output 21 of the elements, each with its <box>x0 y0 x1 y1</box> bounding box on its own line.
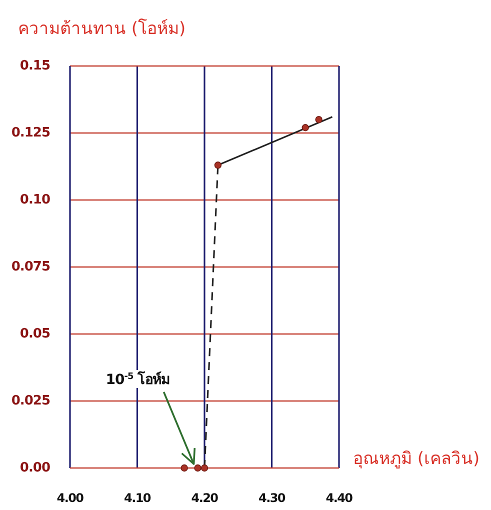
point <box>200 464 208 472</box>
point <box>214 162 222 169</box>
point <box>315 116 322 124</box>
x-tick-label: 4.10 <box>124 491 151 505</box>
x-tick-label: 4.40 <box>326 491 353 505</box>
y-tick-label: 0.05 <box>20 326 50 342</box>
x-tick-label: 4.20 <box>191 491 218 505</box>
y-tick-label: 0.075 <box>11 260 50 274</box>
x-axis-title: อุณหภูมิ (เคลวิน) <box>353 449 480 469</box>
x-tick-label: 4.30 <box>258 491 286 505</box>
y-tick-label: 0.125 <box>11 126 50 140</box>
point <box>180 464 188 472</box>
y-tick-label: 0.10 <box>20 192 50 208</box>
point <box>302 124 309 132</box>
annotation: 10$^{-5}$ โอห์ม <box>106 370 170 388</box>
y-axis-title: ความต้านทาน (โอห์ม) <box>18 18 186 39</box>
point <box>194 464 202 472</box>
y-tick-label: 0.025 <box>11 394 50 408</box>
x-tick-label: 4.00 <box>56 491 84 505</box>
y-tick-label: 0.00 <box>20 460 50 476</box>
y-tick-label: 0.15 <box>20 58 50 74</box>
